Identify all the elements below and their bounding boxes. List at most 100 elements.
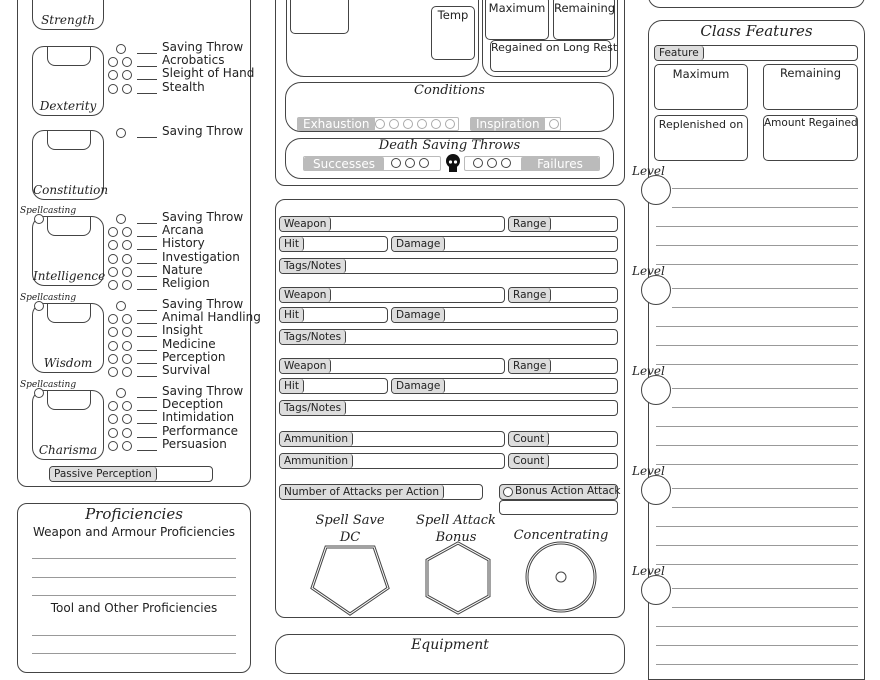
spellcasting-checkbox[interactable] (34, 214, 44, 224)
expertise-checkbox[interactable] (122, 367, 132, 377)
weapon-armour-line[interactable] (32, 595, 236, 596)
skill-bonus-field[interactable] (137, 376, 157, 377)
level-circle[interactable] (641, 475, 671, 505)
proficiency-checkbox[interactable] (108, 440, 118, 451)
ability-intelligence[interactable]: Intelligence (32, 216, 105, 286)
tags-notes-field[interactable]: Tags/Notes (279, 400, 618, 416)
range-field[interactable]: Range (508, 358, 618, 374)
expertise-checkbox[interactable] (122, 327, 132, 338)
attacks-per-action-field[interactable]: Number of Attacks per Action (279, 484, 483, 500)
exhaustion-checkbox[interactable] (375, 119, 385, 129)
feature-line[interactable] (656, 645, 858, 646)
expertise-checkbox[interactable] (122, 314, 132, 325)
feature-line[interactable] (672, 488, 858, 489)
proficiency-checkbox[interactable] (116, 301, 126, 311)
temp-hp-box[interactable]: Temp (431, 6, 475, 60)
feature-line[interactable] (672, 588, 858, 589)
feature-field[interactable]: Feature (654, 45, 858, 61)
weapon-armour-line[interactable] (32, 577, 236, 578)
hp-value-box[interactable] (290, 0, 349, 34)
range-field[interactable]: Range (508, 216, 618, 232)
feature-replenished-on[interactable]: Replenished on (654, 115, 748, 161)
feature-line[interactable] (656, 545, 858, 546)
proficiency-checkbox[interactable] (108, 266, 118, 277)
spellcasting-checkbox[interactable] (34, 301, 44, 311)
feature-line[interactable] (656, 426, 858, 427)
expertise-checkbox[interactable] (122, 83, 132, 94)
count-field[interactable]: Count (508, 453, 618, 469)
proficiency-checkbox[interactable] (108, 367, 118, 377)
feature-line[interactable] (672, 507, 858, 508)
expertise-checkbox[interactable] (122, 70, 132, 81)
ability-modifier-box[interactable] (47, 216, 91, 236)
damage-field[interactable]: Damage (391, 236, 618, 252)
proficiency-checkbox[interactable] (108, 327, 118, 338)
success-checkbox[interactable] (391, 158, 401, 168)
exhaustion-checkbox[interactable] (445, 119, 455, 129)
proficiency-checkbox[interactable] (108, 280, 118, 290)
skill-bonus-field[interactable] (137, 289, 157, 290)
skill-bonus-field[interactable] (137, 79, 157, 81)
level-circle[interactable] (641, 275, 671, 305)
proficiency-checkbox[interactable] (108, 427, 118, 438)
bonus-action-attack-toggle[interactable]: Bonus Action Attack (499, 484, 621, 500)
ammunition-field[interactable]: Ammunition (279, 431, 505, 447)
hit-dice-maximum[interactable]: Maximum (485, 0, 549, 40)
range-field[interactable]: Range (508, 287, 618, 303)
ability-charisma[interactable]: Charisma (32, 390, 104, 460)
expertise-checkbox[interactable] (122, 227, 132, 238)
expertise-checkbox[interactable] (122, 440, 132, 451)
feature-line[interactable] (672, 607, 858, 608)
proficiency-checkbox[interactable] (116, 128, 126, 138)
skill-bonus-field[interactable] (137, 336, 157, 338)
skill-bonus-field[interactable] (137, 436, 157, 438)
expertise-checkbox[interactable] (122, 240, 132, 251)
skill-bonus-field[interactable] (137, 236, 157, 238)
bonus-action-attack-field[interactable] (499, 500, 618, 515)
ammunition-field[interactable]: Ammunition (279, 453, 505, 469)
tool-line[interactable] (32, 635, 236, 636)
weapon-armour-line[interactable] (32, 558, 236, 559)
feature-line[interactable] (656, 626, 858, 627)
skill-bonus-field[interactable] (137, 92, 157, 94)
expertise-checkbox[interactable] (122, 280, 132, 290)
bonus-action-checkbox[interactable] (503, 487, 513, 497)
feature-line[interactable] (656, 326, 858, 327)
skill-bonus-field[interactable] (137, 423, 157, 425)
feature-amount-regained[interactable]: Amount Regained (763, 115, 858, 161)
ability-dexterity[interactable]: Dexterity (32, 46, 104, 116)
feature-line[interactable] (656, 664, 858, 665)
feature-line[interactable] (656, 445, 858, 446)
hit-field[interactable]: Hit (279, 236, 388, 252)
feature-line[interactable] (672, 288, 858, 289)
feature-line[interactable] (672, 388, 858, 389)
ability-modifier-box[interactable] (47, 390, 91, 410)
spell-attack-bonus-hexagon[interactable] (425, 541, 491, 615)
proficiency-checkbox[interactable] (116, 388, 126, 398)
count-field[interactable]: Count (508, 431, 618, 447)
success-checkbox[interactable] (405, 158, 415, 168)
feature-line[interactable] (656, 226, 858, 227)
expertise-checkbox[interactable] (122, 266, 132, 277)
saving-throw-bonus-field[interactable] (137, 53, 157, 54)
proficiency-checkbox[interactable] (116, 44, 126, 54)
proficiency-checkbox[interactable] (108, 401, 118, 412)
feature-remaining[interactable]: Remaining (763, 64, 858, 110)
weapon-field[interactable]: Weapon (279, 358, 505, 374)
saving-throw-bonus-field[interactable] (137, 137, 157, 138)
concentrating-toggle[interactable] (525, 541, 597, 613)
success-checkbox[interactable] (419, 158, 429, 168)
skill-bonus-field[interactable] (137, 362, 157, 364)
regained-long-rest[interactable]: Regained on Long Rest (490, 40, 617, 72)
ability-modifier-box[interactable] (47, 303, 91, 323)
expertise-checkbox[interactable] (122, 253, 132, 264)
hit-dice-remaining[interactable]: Remaining (553, 0, 615, 40)
ability-wisdom[interactable]: Wisdom (32, 303, 104, 373)
proficiency-checkbox[interactable] (108, 253, 118, 264)
hit-field[interactable]: Hit (279, 307, 388, 323)
proficiency-checkbox[interactable] (108, 70, 118, 81)
skill-bonus-field[interactable] (137, 275, 157, 277)
exhaustion-checkbox[interactable] (389, 119, 399, 129)
skill-bonus-field[interactable] (137, 323, 157, 325)
feature-line[interactable] (672, 207, 858, 208)
